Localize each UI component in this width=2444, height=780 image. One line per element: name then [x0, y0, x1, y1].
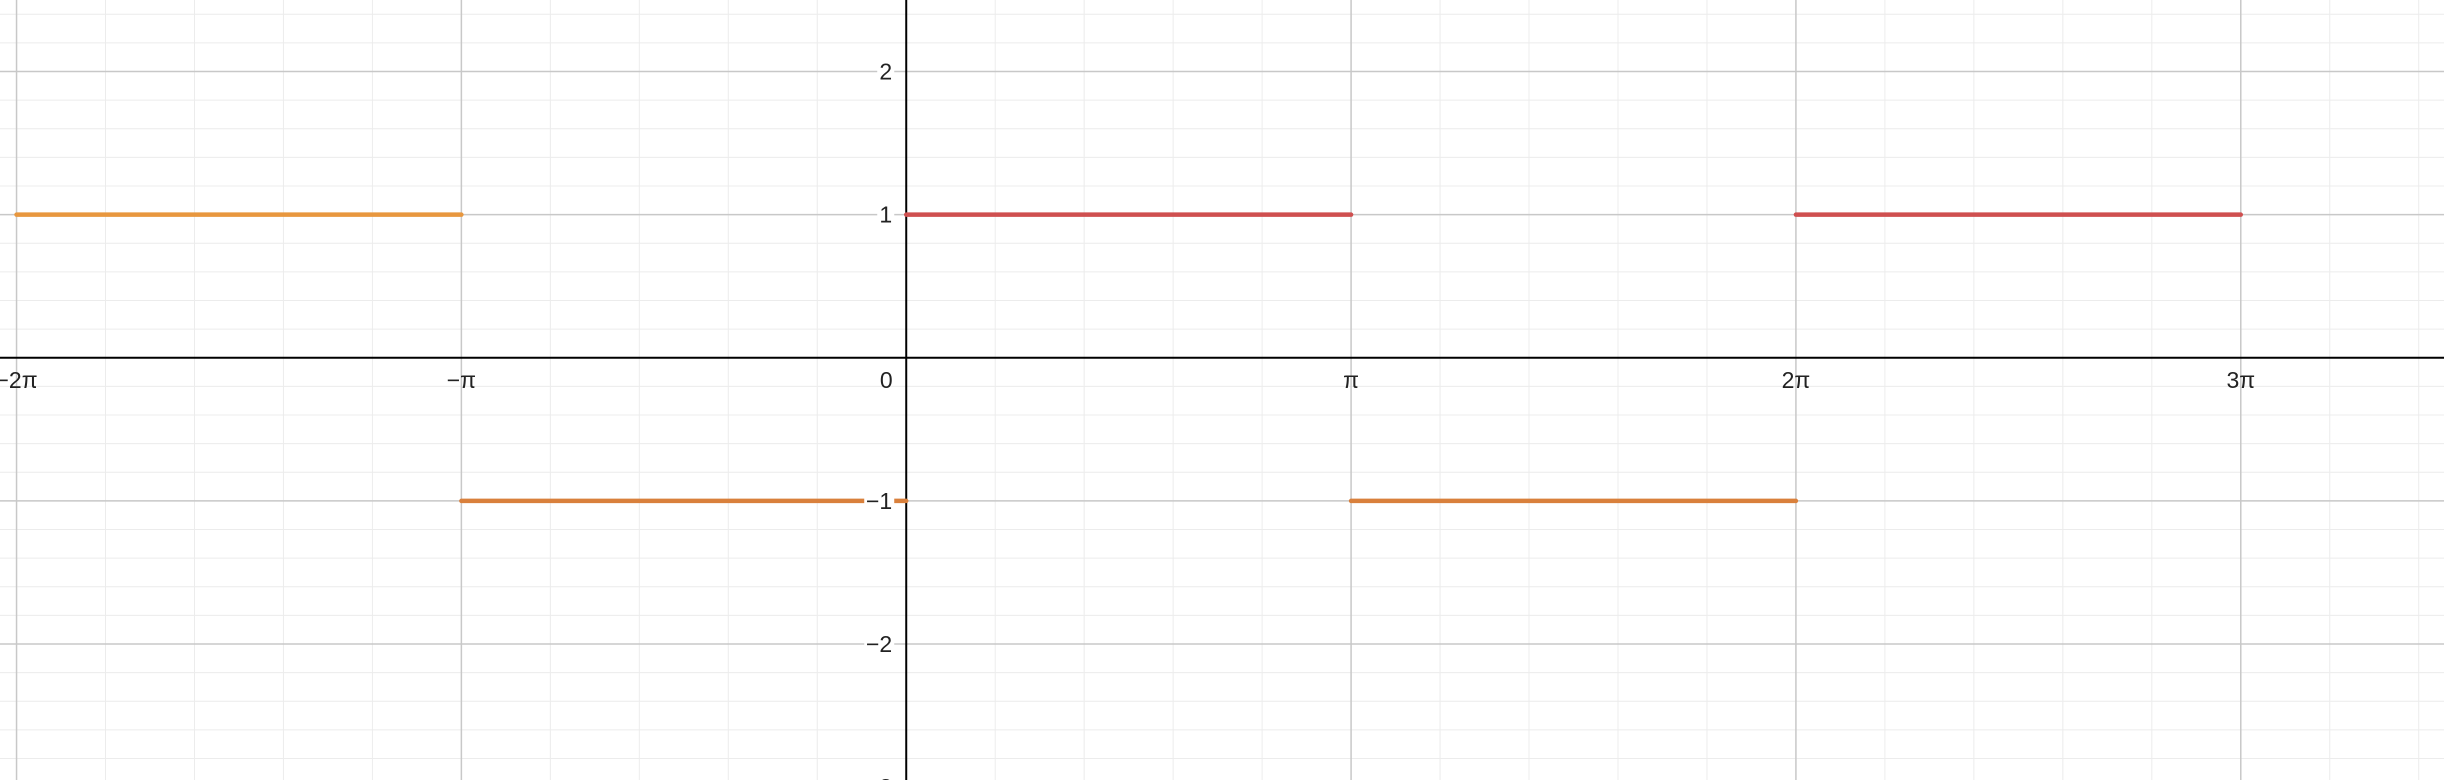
y-tick-label: −3	[866, 774, 892, 780]
x-tick-label: 3π	[2226, 367, 2255, 393]
y-tick-label: 1	[879, 202, 892, 228]
y-tick-label-bg	[864, 630, 895, 659]
y-tick-label: −2	[866, 631, 892, 657]
y-tick-label-bg	[877, 57, 895, 86]
y-tick-label-bg	[877, 200, 895, 229]
y-tick-label-bg	[864, 773, 895, 780]
y-tick-label: 2	[879, 59, 892, 85]
x-tick-label: π	[1343, 367, 1359, 393]
y-tick-label: −1	[866, 488, 892, 514]
x-tick-label: −2π	[0, 367, 38, 393]
series-layer	[14, 212, 2244, 504]
x-tick-label: 2π	[1782, 367, 1811, 393]
x-tick-label: 0	[880, 367, 893, 393]
y-tick-label-bg	[864, 486, 895, 515]
tick-labels: −2π −π 0 π 2π 3π 2 1 −1 −2 −3	[0, 57, 2255, 780]
x-tick-label: −π	[447, 367, 476, 393]
